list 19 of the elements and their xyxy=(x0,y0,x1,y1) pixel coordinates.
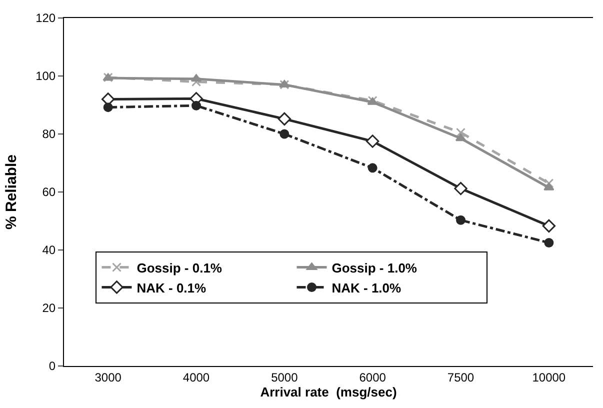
legend-label: NAK - 1.0% xyxy=(332,280,402,296)
legend-label: Gossip - 1.0% xyxy=(332,260,418,276)
y-tick-label: 120 xyxy=(36,11,56,26)
x-tick-label: 6000 xyxy=(359,370,386,384)
x-tick-label: 5000 xyxy=(271,370,298,384)
y-tick-label: 80 xyxy=(42,127,56,142)
x-axis-title: Arrival rate (msg/sec) xyxy=(260,384,397,400)
legend-label: Gossip - 0.1% xyxy=(136,260,222,276)
y-tick-label: 100 xyxy=(36,69,56,84)
legend-label: NAK - 0.1% xyxy=(136,280,207,296)
x-tick-label: 7500 xyxy=(447,370,474,384)
x-tick-label: 10000 xyxy=(532,370,566,384)
y-tick-label: 20 xyxy=(42,301,56,316)
x-tick-label: 3000 xyxy=(94,370,122,384)
y-axis-title: % Reliable xyxy=(2,154,20,230)
y-tick-label: 60 xyxy=(42,185,56,200)
y-tick-label: 0 xyxy=(48,359,56,374)
y-tick-label: 40 xyxy=(42,243,56,258)
x-tick-label: 4000 xyxy=(182,370,210,384)
